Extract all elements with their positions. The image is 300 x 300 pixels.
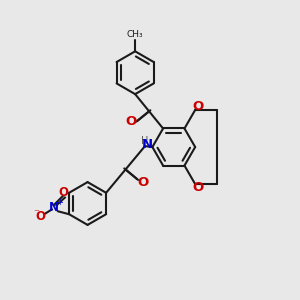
Text: ⁻: ⁻ xyxy=(33,208,39,218)
Text: H: H xyxy=(141,136,148,146)
Text: CH₃: CH₃ xyxy=(127,29,143,38)
Text: O: O xyxy=(35,210,46,224)
Text: O: O xyxy=(138,176,149,189)
Text: O: O xyxy=(192,181,203,194)
Text: N: N xyxy=(142,138,153,152)
Text: +: + xyxy=(56,198,63,207)
Text: N: N xyxy=(49,201,59,214)
Text: O: O xyxy=(125,115,137,128)
Text: O: O xyxy=(192,100,203,113)
Text: O: O xyxy=(59,186,69,199)
